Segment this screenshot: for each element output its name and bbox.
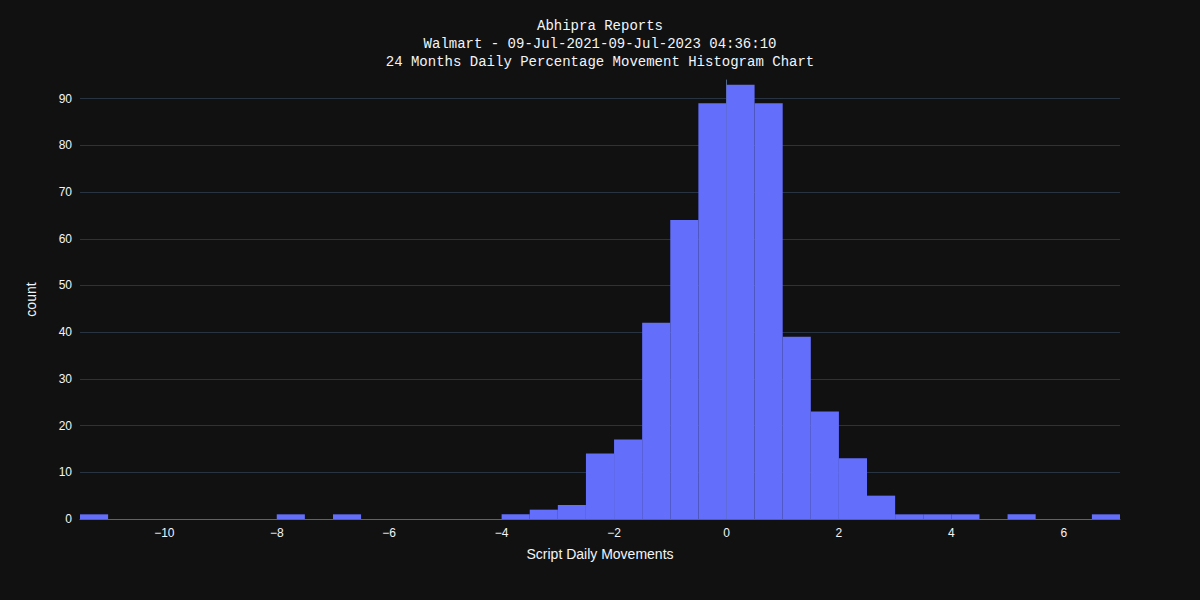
svg-text:−8: −8 [270, 526, 284, 540]
svg-text:80: 80 [59, 138, 73, 152]
svg-text:Abhipra Reports: Abhipra Reports [537, 18, 663, 34]
svg-text:60: 60 [59, 232, 73, 246]
svg-text:6: 6 [1060, 526, 1067, 540]
svg-text:2: 2 [836, 526, 843, 540]
svg-text:24 Months Daily Percentage Mov: 24 Months Daily Percentage Movement Hist… [386, 54, 814, 70]
svg-text:50: 50 [59, 278, 73, 292]
svg-text:70: 70 [59, 185, 73, 199]
svg-text:4: 4 [948, 526, 955, 540]
svg-text:−10: −10 [154, 526, 175, 540]
svg-text:0: 0 [65, 512, 72, 526]
svg-text:−4: −4 [495, 526, 509, 540]
svg-text:−2: −2 [607, 526, 621, 540]
svg-text:−6: −6 [382, 526, 396, 540]
svg-text:90: 90 [59, 92, 73, 106]
svg-text:20: 20 [59, 419, 73, 433]
svg-text:40: 40 [59, 325, 73, 339]
svg-text:Walmart - 09-Jul-2021-09-Jul-2: Walmart - 09-Jul-2021-09-Jul-2023 04:36:… [424, 36, 777, 52]
svg-text:0: 0 [723, 526, 730, 540]
svg-text:10: 10 [59, 465, 73, 479]
svg-text:Script Daily Movements: Script Daily Movements [526, 546, 673, 562]
svg-text:count: count [23, 282, 39, 316]
svg-text:30: 30 [59, 372, 73, 386]
